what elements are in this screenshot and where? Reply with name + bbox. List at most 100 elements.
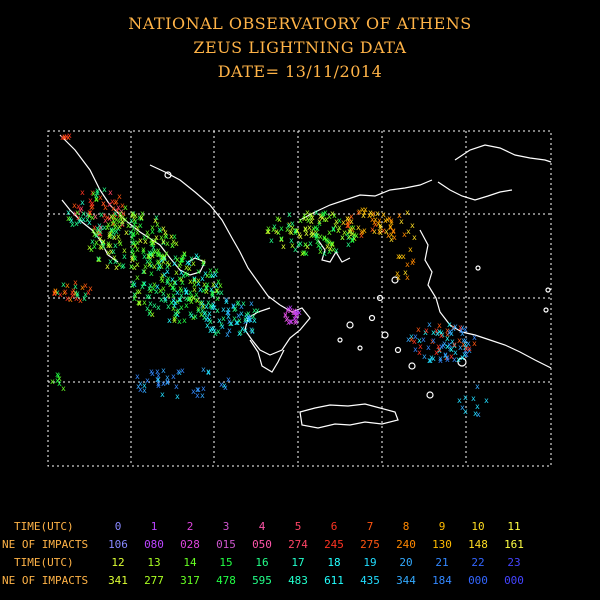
strike-marker: x [146,252,151,261]
strike-marker: x [304,249,309,258]
strike-marker: x [131,278,136,287]
strike-marker: x [331,245,336,254]
strike-marker: x [438,356,443,365]
strike-marker: x [117,211,122,220]
strike-marker: x [177,295,182,304]
strike-marker: x [88,208,93,217]
strike-marker: x [243,326,248,335]
strike-marker: x [388,222,393,231]
strike-marker: x [399,217,404,226]
strike-marker: x [90,213,95,222]
strike-marker: x [133,217,138,226]
map-frame [47,130,552,467]
strike-marker: x [113,257,118,266]
strike-marker: x [117,237,122,246]
strike-marker: x [140,209,145,218]
strike-marker: x [99,243,104,252]
strike-marker: x [163,296,168,305]
strike-marker: x [216,327,221,336]
strike-marker: x [243,315,248,324]
strike-marker: x [151,284,156,293]
strike-marker: x [284,315,289,324]
strike-marker: x [180,255,185,264]
strike-marker: x [112,210,117,219]
strike-marker: x [147,252,152,261]
strike-marker: x [131,250,136,259]
strike-marker: x [300,249,305,258]
strike-marker: x [50,377,55,386]
strike-marker: x [288,306,293,315]
strike-marker: x [174,239,179,248]
strike-marker: x [156,250,161,259]
strike-marker: x [172,285,177,294]
strike-marker: x [153,247,158,256]
strike-marker: x [145,376,150,385]
strike-marker: x [185,258,190,267]
strike-marker: x [99,210,104,219]
strike-marker: x [431,354,436,363]
strike-marker: x [157,262,162,271]
strike-marker: x [347,217,352,226]
impacts-cell: 000 [504,574,524,587]
strike-marker: x [108,241,113,250]
strike-marker: x [120,219,125,228]
strike-marker: x [142,252,147,261]
strike-marker: x [290,241,295,250]
strike-marker: x [298,216,303,225]
strike-marker: x [463,393,468,402]
strike-marker: x [463,343,468,352]
strike-marker: x [293,318,298,327]
strike-marker: x [151,243,156,252]
strike-marker: x [388,223,393,232]
strike-marker: x [180,253,185,262]
strike-marker: x [349,212,354,221]
strike-marker: x [207,315,212,324]
strike-marker: x [155,282,160,291]
strike-marker: x [101,237,106,246]
strike-marker: x [103,216,108,225]
strike-marker: x [189,297,194,306]
strike-marker: x [107,230,112,239]
strike-marker: x [331,225,336,234]
strike-marker: x [177,274,182,283]
strike-marker: x [112,233,117,242]
island-10 [545,287,551,293]
strike-marker: x [122,246,127,255]
strike-marker: x [354,231,359,240]
strike-marker: x [305,214,310,223]
strike-marker: x [109,226,114,235]
strike-marker: x [70,288,75,297]
strike-marker: x [159,274,164,283]
strike-marker: x [349,223,354,232]
strike-marker: x [109,225,114,234]
strike-marker: x [206,298,211,307]
strike-marker: x [165,239,170,248]
strike-marker: x [107,232,112,241]
strike-marker: x [65,294,70,303]
strike-marker: x [147,292,152,301]
strike-marker: x [68,214,73,223]
strike-marker: x [456,355,461,364]
strike-marker: x [216,277,221,286]
strike-marker: x [226,308,231,317]
strike-marker: x [196,385,201,394]
strike-marker: x [350,229,355,238]
strike-marker: x [311,224,316,233]
strike-marker: x [75,289,80,298]
strike-marker: x [137,287,142,296]
strike-marker: x [196,267,201,276]
impacts-cell: 274 [288,538,308,551]
strike-marker: x [303,240,308,249]
strike-marker: x [201,384,206,393]
strike-marker: x [396,273,401,282]
strike-marker: x [191,313,196,322]
impacts-label-row1: NE OF IMPACTS [2,538,89,551]
strike-marker: x [138,236,143,245]
strike-marker: x [336,226,341,235]
strike-marker: x [222,381,227,390]
strike-marker: x [119,207,124,216]
strike-marker: x [330,239,335,248]
strike-marker: x [85,210,90,219]
strike-marker: x [370,225,375,234]
